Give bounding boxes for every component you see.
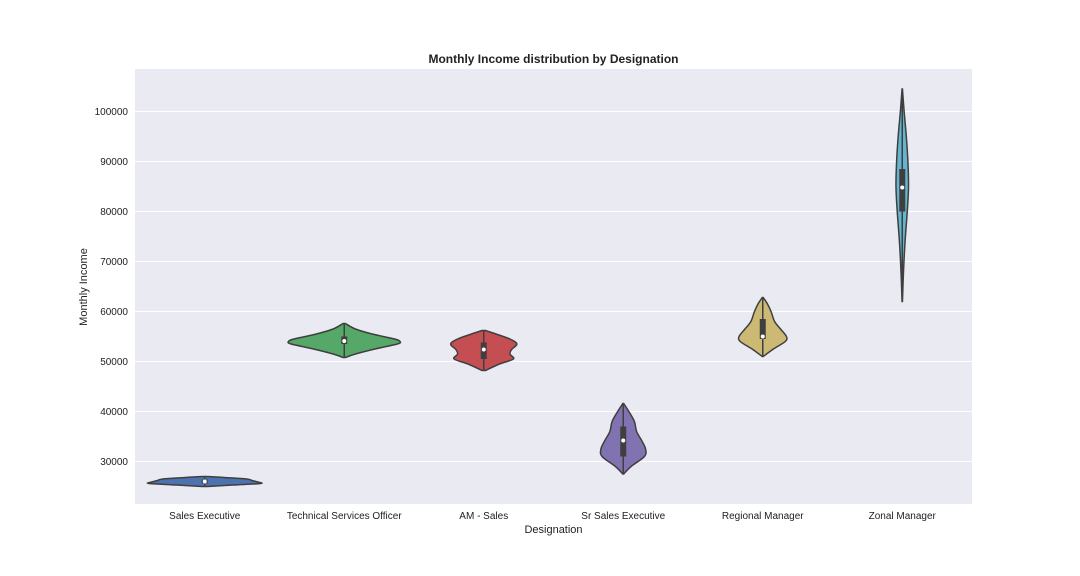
violin-median-point xyxy=(202,479,207,484)
violin-median-point xyxy=(342,339,347,343)
x-tick-label: Sr Sales Executive xyxy=(581,511,665,522)
x-tick-label: Sales Executive xyxy=(169,511,241,522)
violin-iqr-box xyxy=(899,169,906,212)
x-tick-label: AM - Sales xyxy=(459,511,508,522)
violin-median-point xyxy=(621,438,626,443)
x-tick-label: Technical Services Officer xyxy=(287,511,403,522)
x-axis-label: Designation xyxy=(524,524,582,536)
plot-area xyxy=(135,69,972,504)
y-tick-label: 80000 xyxy=(100,207,128,218)
y-tick-label: 70000 xyxy=(100,257,128,268)
y-tick-label: 30000 xyxy=(100,457,128,468)
violin-median-point xyxy=(760,334,765,339)
violins xyxy=(146,88,910,488)
violin-iqr-box xyxy=(759,319,766,339)
violin-median-point xyxy=(900,185,905,190)
y-tick-label: 100000 xyxy=(95,107,129,118)
y-tick-labels: 30000 40000 50000 60000 70000 80000 90000 10000… xyxy=(95,107,129,468)
violin-am-sales xyxy=(449,329,518,372)
y-tick-label: 60000 xyxy=(100,307,128,318)
violin-zonal-manager xyxy=(895,88,910,303)
x-tick-labels: Sales Executive Technical Services Office… xyxy=(169,511,936,522)
y-tick-label: 50000 xyxy=(100,357,128,368)
y-axis-label: Monthly Income xyxy=(78,248,90,326)
x-tick-label: Zonal Manager xyxy=(869,511,937,522)
violin-median-point xyxy=(481,347,486,352)
x-tick-label: Regional Manager xyxy=(722,511,804,522)
chart-title: Monthly Income distribution by Designati… xyxy=(428,52,678,66)
violin-sr-sales-executive xyxy=(599,402,647,475)
grid-lines xyxy=(135,111,972,462)
violin-technical-services-officer xyxy=(287,322,402,359)
violin-sales-executive xyxy=(146,475,263,488)
y-tick-label: 40000 xyxy=(100,407,128,418)
violin-regional-manager xyxy=(737,296,788,358)
y-tick-label: 90000 xyxy=(100,157,128,168)
